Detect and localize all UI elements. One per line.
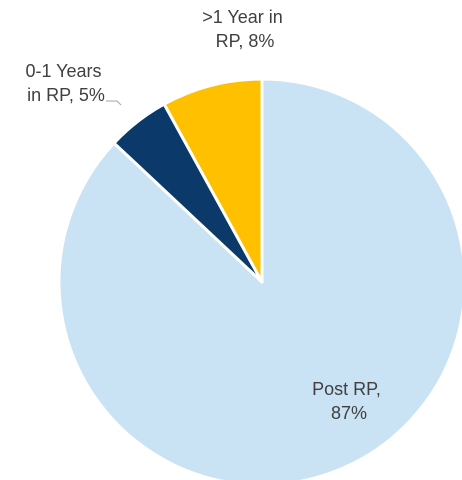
data-label: >1 Year in RP, 8% <box>202 7 288 51</box>
label-line: 87% <box>331 403 367 423</box>
label-line: Post RP, <box>312 379 386 399</box>
label-line: RP, 8% <box>216 31 275 51</box>
label-line: >1 Year in <box>202 7 288 27</box>
leader-line <box>106 100 122 106</box>
data-label: 0-1 Years in RP, 5% <box>25 61 106 105</box>
label-line: in RP, 5% <box>27 85 105 105</box>
pie-slice <box>57 77 462 480</box>
data-label: Post RP, 87% <box>312 379 386 423</box>
label-line: 0-1 Years <box>25 61 106 81</box>
slices <box>57 77 462 480</box>
pie-slice <box>162 77 264 284</box>
